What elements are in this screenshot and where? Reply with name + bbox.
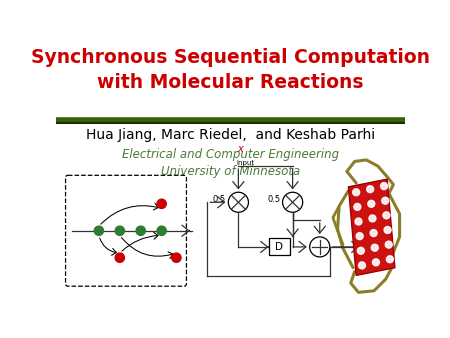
Polygon shape [348,179,395,275]
Text: Electrical and Computer Engineering
University of Minnesota: Electrical and Computer Engineering Univ… [122,148,339,178]
Circle shape [359,262,365,269]
Circle shape [353,189,360,196]
Circle shape [115,253,125,262]
Circle shape [310,237,330,257]
Text: 0.5: 0.5 [267,195,280,204]
Circle shape [136,226,145,235]
Circle shape [357,247,364,254]
Circle shape [369,215,376,222]
Circle shape [115,226,125,235]
Circle shape [94,226,104,235]
Circle shape [356,233,363,240]
Circle shape [381,183,387,190]
Text: x: x [237,144,243,154]
Circle shape [228,192,248,212]
Text: Output: Output [363,248,387,255]
Text: Hua Jiang, Marc Riedel,  and Keshab Parhi: Hua Jiang, Marc Riedel, and Keshab Parhi [86,128,375,142]
Circle shape [370,230,377,237]
FancyBboxPatch shape [269,238,290,256]
Circle shape [387,256,393,263]
Circle shape [172,253,181,262]
Circle shape [367,186,374,193]
Circle shape [157,199,166,209]
Circle shape [157,226,166,235]
Circle shape [371,244,378,251]
Circle shape [368,200,375,207]
Text: 0.5: 0.5 [213,195,226,204]
Circle shape [385,241,392,248]
Circle shape [383,212,390,219]
Circle shape [354,203,361,210]
Circle shape [373,259,379,266]
Text: y: y [363,232,369,242]
Text: Synchronous Sequential Computation
with Molecular Reactions: Synchronous Sequential Computation with … [31,48,430,92]
Circle shape [355,218,362,225]
Text: D: D [275,242,284,252]
Circle shape [283,192,303,212]
Text: Input: Input [237,160,255,166]
Circle shape [382,197,389,204]
Circle shape [384,226,391,234]
